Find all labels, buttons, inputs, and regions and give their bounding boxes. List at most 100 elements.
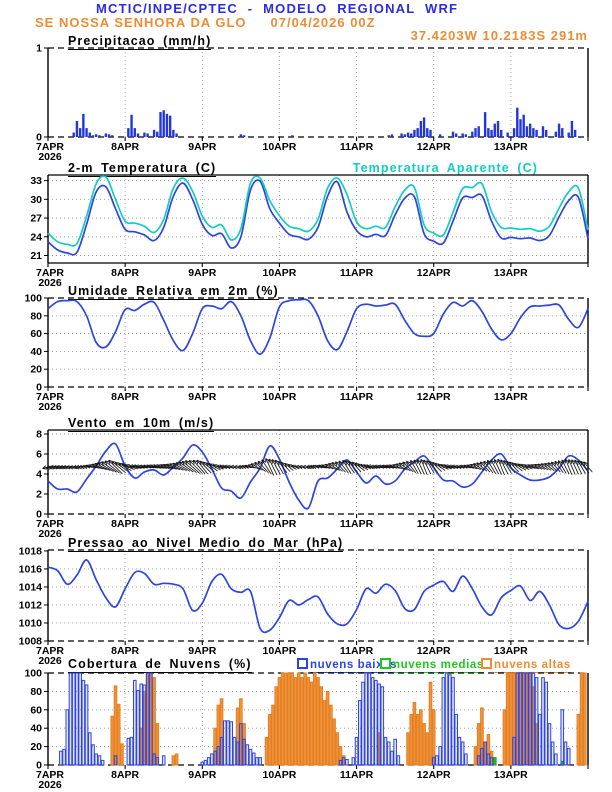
svg-text:10APR: 10APR — [262, 267, 296, 279]
svg-text:13APR: 13APR — [494, 518, 528, 530]
svg-text:1014: 1014 — [19, 581, 43, 593]
svg-text:1018: 1018 — [19, 545, 43, 557]
svg-text:10APR: 10APR — [262, 769, 296, 781]
svg-text:11APR: 11APR — [340, 267, 374, 279]
svg-text:0: 0 — [36, 509, 42, 521]
location-coords: 37.4203W 10.2183S 291m — [410, 28, 588, 43]
svg-text:2026: 2026 — [38, 655, 62, 667]
panel-title-wind: Vento em 10m (m/s) — [68, 416, 215, 432]
svg-text:11APR: 11APR — [340, 645, 374, 657]
svg-text:60: 60 — [30, 328, 42, 340]
panel-title-pressure: Pressao ao Nivel Medio do Mar (hPa) — [68, 536, 344, 552]
svg-text:12APR: 12APR — [417, 645, 451, 657]
svg-text:27: 27 — [30, 213, 42, 225]
panel-title-precipitation: Precipitacao (mm/h) — [68, 34, 212, 50]
legend-label: nuvens medias — [393, 659, 484, 673]
svg-text:10APR: 10APR — [262, 391, 296, 403]
precip-bars — [72, 107, 577, 137]
svg-text:7APR: 7APR — [36, 769, 64, 781]
svg-text:9APR: 9APR — [188, 518, 216, 530]
mid-cloud-swatch-icon — [380, 658, 391, 669]
series-line — [47, 559, 589, 634]
svg-text:40: 40 — [30, 723, 42, 735]
svg-text:0: 0 — [36, 132, 42, 144]
svg-text:2026: 2026 — [38, 401, 62, 413]
svg-text:7APR: 7APR — [36, 267, 64, 279]
svg-text:6: 6 — [36, 449, 42, 461]
svg-text:7APR: 7APR — [36, 518, 64, 530]
legend-label: nuvens altas — [494, 659, 571, 673]
series-line — [47, 175, 589, 247]
svg-text:10APR: 10APR — [262, 645, 296, 657]
svg-text:8: 8 — [36, 429, 42, 441]
station-name: SE NOSSA SENHORA DA GLO — [35, 15, 247, 30]
svg-text:13APR: 13APR — [494, 391, 528, 403]
svg-text:8APR: 8APR — [111, 267, 139, 279]
svg-text:21: 21 — [30, 250, 42, 262]
svg-text:8APR: 8APR — [111, 391, 139, 403]
wind-vectors — [42, 458, 593, 476]
legend-item-nuvens-medias: nuvens medias — [380, 658, 484, 673]
station-run-line: SE NOSSA SENHORA DA GLO 07/04/2026 00Z — [35, 16, 376, 30]
svg-text:13APR: 13APR — [494, 769, 528, 781]
svg-text:9APR: 9APR — [188, 769, 216, 781]
svg-text:11APR: 11APR — [340, 141, 374, 153]
svg-text:33: 33 — [30, 175, 42, 187]
svg-text:2026: 2026 — [38, 151, 62, 163]
svg-text:7APR: 7APR — [36, 141, 64, 153]
svg-text:11APR: 11APR — [340, 391, 374, 403]
svg-text:2026: 2026 — [38, 528, 62, 540]
panel-title-apparent-temperature: Temperatura Aparente (C) — [352, 161, 538, 175]
svg-text:80: 80 — [30, 310, 42, 322]
svg-text:13APR: 13APR — [494, 267, 528, 279]
series-line — [47, 179, 589, 256]
svg-text:40: 40 — [30, 346, 42, 358]
svg-text:13APR: 13APR — [494, 141, 528, 153]
cloud-bars-nuvens-baixas — [59, 672, 571, 766]
legend-label: nuvens baixas — [310, 659, 398, 673]
svg-text:24: 24 — [30, 231, 42, 243]
legend-item-nuvens-altas: nuvens altas — [481, 658, 571, 673]
svg-text:12APR: 12APR — [417, 391, 451, 403]
svg-text:20: 20 — [30, 364, 42, 376]
svg-text:9APR: 9APR — [188, 141, 216, 153]
high-cloud-swatch-icon — [481, 658, 492, 669]
panel-title-clouds: Cobertura de Nuvens (%) — [68, 657, 252, 673]
panel-title-temperature: 2-m Temperatura (C) — [68, 161, 217, 177]
svg-text:80: 80 — [30, 686, 42, 698]
svg-text:12APR: 12APR — [417, 267, 451, 279]
svg-text:1010: 1010 — [19, 617, 43, 629]
run-datetime: 07/04/2026 00Z — [270, 15, 376, 30]
svg-text:10APR: 10APR — [262, 518, 296, 530]
svg-text:9APR: 9APR — [188, 267, 216, 279]
svg-text:13APR: 13APR — [494, 645, 528, 657]
svg-text:2026: 2026 — [38, 277, 62, 289]
svg-text:1008: 1008 — [19, 636, 43, 648]
svg-text:8APR: 8APR — [111, 518, 139, 530]
svg-text:8APR: 8APR — [111, 769, 139, 781]
svg-text:4: 4 — [36, 469, 42, 481]
svg-text:1: 1 — [36, 43, 42, 55]
series-line — [47, 298, 589, 355]
svg-text:8APR: 8APR — [111, 645, 139, 657]
svg-text:12APR: 12APR — [417, 769, 451, 781]
svg-text:100: 100 — [24, 293, 42, 305]
svg-text:11APR: 11APR — [340, 518, 374, 530]
svg-text:11APR: 11APR — [340, 769, 374, 781]
svg-text:7APR: 7APR — [36, 645, 64, 657]
svg-text:9APR: 9APR — [188, 645, 216, 657]
svg-text:30: 30 — [30, 194, 42, 206]
svg-text:7APR: 7APR — [36, 391, 64, 403]
svg-text:12APR: 12APR — [417, 518, 451, 530]
legend-item-nuvens-baixas: nuvens baixas — [297, 658, 398, 673]
svg-text:12APR: 12APR — [417, 141, 451, 153]
svg-text:2026: 2026 — [38, 779, 62, 791]
series-line — [47, 442, 589, 510]
svg-text:0: 0 — [36, 760, 42, 772]
